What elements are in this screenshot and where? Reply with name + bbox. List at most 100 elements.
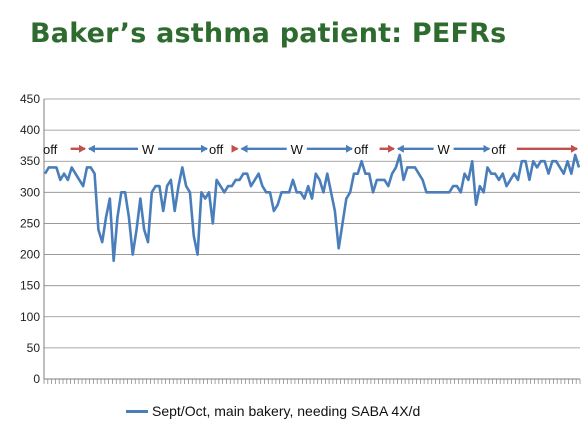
data-point	[566, 160, 568, 162]
data-point	[71, 166, 73, 168]
data-point	[67, 179, 69, 181]
data-point	[532, 160, 534, 162]
data-point	[296, 191, 298, 193]
data-point	[97, 228, 99, 230]
data-point	[368, 172, 370, 174]
annotation-off: off	[354, 142, 395, 157]
y-tick-label: 350	[20, 154, 40, 168]
annotation-w: W	[240, 142, 353, 157]
data-point	[143, 228, 145, 230]
data-point	[479, 185, 481, 187]
data-point	[509, 179, 511, 181]
annotation-off: off	[43, 142, 86, 157]
data-point	[147, 241, 149, 243]
data-point	[59, 179, 61, 181]
data-point	[399, 154, 401, 156]
data-point	[471, 160, 473, 162]
data-point	[349, 191, 351, 193]
data-point	[200, 191, 202, 193]
data-point	[273, 210, 275, 212]
data-point	[269, 191, 271, 193]
data-point	[101, 241, 103, 243]
data-point	[208, 191, 210, 193]
data-point	[292, 179, 294, 181]
data-point	[55, 166, 57, 168]
data-point	[338, 247, 340, 249]
data-point	[402, 179, 404, 181]
data-point	[528, 179, 530, 181]
annotation-label: off	[209, 142, 224, 157]
data-point	[406, 166, 408, 168]
y-tick-label: 250	[20, 216, 40, 230]
data-point	[307, 185, 309, 187]
slide-title: Baker’s asthma patient: PEFRs	[30, 18, 507, 49]
data-point	[185, 185, 187, 187]
data-point	[334, 210, 336, 212]
data-point	[238, 179, 240, 181]
data-point	[196, 253, 198, 255]
data-point	[379, 179, 381, 181]
data-point	[364, 172, 366, 174]
y-tick-label: 100	[20, 310, 40, 324]
data-point	[227, 185, 229, 187]
data-point	[177, 185, 179, 187]
annotation-off: off	[209, 142, 239, 157]
annotation-label: W	[291, 142, 304, 157]
data-point	[261, 185, 263, 187]
data-point	[376, 179, 378, 181]
data-point	[90, 166, 92, 168]
data-point	[433, 191, 435, 193]
data-point	[353, 172, 355, 174]
data-point	[563, 172, 565, 174]
data-point	[299, 191, 301, 193]
data-point	[242, 172, 244, 174]
data-point	[48, 166, 50, 168]
data-point	[78, 179, 80, 181]
data-point	[86, 166, 88, 168]
data-point	[543, 160, 545, 162]
data-point	[387, 185, 389, 187]
data-point	[372, 191, 374, 193]
data-point	[63, 172, 65, 174]
legend-label: Sept/Oct, main bakery, needing SABA 4X/d	[152, 403, 421, 419]
data-point	[437, 191, 439, 193]
data-point	[132, 253, 134, 255]
series-line	[43, 153, 581, 263]
data-point	[280, 191, 282, 193]
data-point	[570, 172, 572, 174]
data-point	[93, 172, 95, 174]
annotation-off: off	[491, 142, 578, 157]
data-point	[341, 222, 343, 224]
data-point	[425, 191, 427, 193]
data-point	[395, 166, 397, 168]
data-point	[540, 160, 542, 162]
data-point	[181, 166, 183, 168]
data-point	[521, 160, 523, 162]
data-point	[555, 160, 557, 162]
data-point	[318, 179, 320, 181]
data-point	[124, 191, 126, 193]
y-tick-label: 150	[20, 279, 40, 293]
data-point	[158, 185, 160, 187]
data-point	[330, 191, 332, 193]
data-point	[162, 210, 164, 212]
annotation-label: off	[491, 142, 506, 157]
data-point	[360, 160, 362, 162]
data-point	[116, 216, 118, 218]
data-point	[265, 191, 267, 193]
data-point	[391, 172, 393, 174]
data-point	[151, 191, 153, 193]
data-point	[547, 172, 549, 174]
data-point	[112, 260, 114, 262]
data-point	[524, 160, 526, 162]
data-point	[257, 172, 259, 174]
data-point	[219, 185, 221, 187]
annotation-label: off	[43, 142, 58, 157]
annotation-w: W	[87, 142, 209, 157]
data-point	[223, 191, 225, 193]
data-point	[448, 191, 450, 193]
data-point	[414, 166, 416, 168]
data-point	[456, 185, 458, 187]
